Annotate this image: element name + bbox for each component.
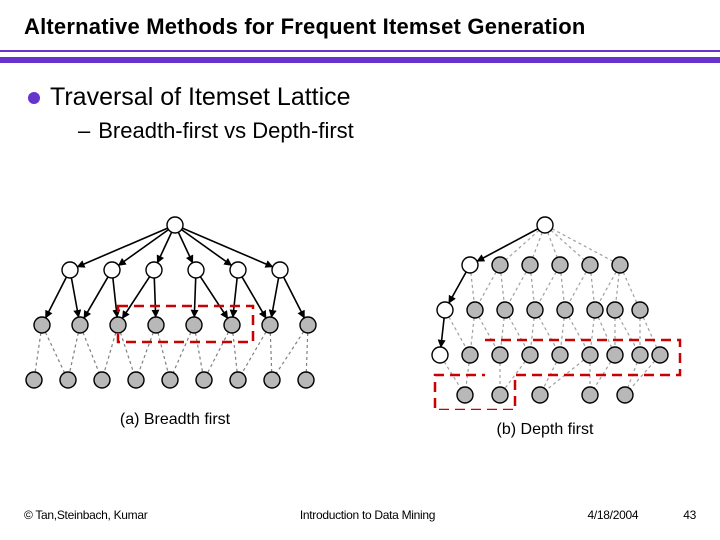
slide-title: Alternative Methods for Frequent Itemset… — [24, 14, 696, 40]
figure-b-caption: (b) Depth first — [390, 421, 700, 439]
footer-copyright: © Tan,Steinbach, Kumar — [24, 508, 147, 522]
figure-a: (a) Breadth first — [20, 210, 330, 429]
slide-footer: © Tan,Steinbach, Kumar Introduction to D… — [24, 508, 696, 522]
footer-title: Introduction to Data Mining — [300, 508, 435, 522]
bullet-dot-icon — [28, 92, 40, 104]
footer-date: 4/18/2004 — [588, 508, 639, 522]
bullet-1: Traversal of Itemset Lattice — [28, 83, 696, 112]
footer-right: 4/18/2004 43 — [588, 508, 696, 522]
figure-b: (b) Depth first — [390, 210, 700, 439]
dash-icon: – — [78, 118, 90, 144]
lattice-breadth-first-diagram — [20, 210, 330, 400]
bullet-1-text: Traversal of Itemset Lattice — [50, 83, 351, 112]
sub-bullet-1-text: Breadth-first vs Depth-first — [98, 118, 354, 144]
title-rule — [0, 50, 720, 63]
figure-a-caption: (a) Breadth first — [20, 411, 330, 429]
figure-row: (a) Breadth first (b) Depth first — [20, 210, 700, 460]
sub-bullet-1: – Breadth-first vs Depth-first — [78, 118, 696, 144]
lattice-depth-first-diagram — [390, 210, 700, 410]
footer-page-number: 43 — [683, 508, 696, 522]
